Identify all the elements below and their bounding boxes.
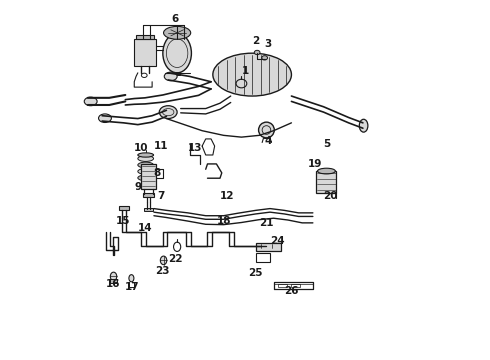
Bar — [142, 164, 156, 189]
Ellipse shape — [318, 168, 335, 174]
Bar — [174, 72, 180, 75]
Ellipse shape — [262, 56, 268, 60]
Bar — [256, 253, 270, 262]
Ellipse shape — [164, 72, 177, 81]
Bar — [143, 193, 154, 197]
Bar — [119, 206, 129, 210]
Text: 16: 16 — [105, 279, 120, 289]
Text: 9: 9 — [134, 182, 142, 192]
Ellipse shape — [159, 106, 177, 118]
Text: 11: 11 — [154, 141, 168, 151]
Text: 17: 17 — [125, 282, 140, 292]
Text: 7: 7 — [157, 191, 165, 201]
Text: 24: 24 — [270, 236, 285, 246]
Text: 19: 19 — [307, 159, 322, 169]
Bar — [317, 171, 336, 193]
Ellipse shape — [138, 156, 153, 161]
Bar — [136, 35, 154, 39]
Ellipse shape — [359, 119, 368, 132]
Text: 3: 3 — [265, 39, 272, 49]
Ellipse shape — [129, 275, 134, 282]
Text: 18: 18 — [216, 216, 231, 226]
Text: 14: 14 — [138, 223, 152, 233]
Ellipse shape — [138, 162, 153, 168]
Ellipse shape — [254, 50, 260, 55]
Text: 4: 4 — [265, 136, 272, 146]
Ellipse shape — [164, 26, 191, 39]
Text: 1: 1 — [242, 66, 248, 76]
Ellipse shape — [142, 73, 147, 77]
Ellipse shape — [138, 168, 153, 174]
Ellipse shape — [163, 33, 192, 73]
Text: 25: 25 — [248, 268, 263, 278]
Text: 5: 5 — [323, 139, 331, 149]
Bar — [144, 207, 153, 211]
Bar — [110, 279, 117, 283]
Text: 6: 6 — [172, 14, 179, 24]
Ellipse shape — [98, 114, 111, 122]
Bar — [256, 243, 281, 251]
Text: 15: 15 — [116, 216, 131, 226]
Ellipse shape — [138, 153, 153, 157]
Bar — [134, 39, 156, 66]
Text: 26: 26 — [284, 286, 299, 296]
Ellipse shape — [213, 53, 292, 96]
Text: 20: 20 — [323, 191, 338, 201]
Ellipse shape — [138, 175, 153, 181]
Bar — [291, 284, 300, 287]
Text: 8: 8 — [154, 168, 161, 178]
Ellipse shape — [160, 256, 167, 265]
Ellipse shape — [259, 122, 274, 138]
Text: 23: 23 — [156, 266, 170, 276]
Ellipse shape — [84, 97, 97, 106]
Text: 2: 2 — [252, 36, 259, 46]
Text: 10: 10 — [134, 143, 148, 153]
Text: 13: 13 — [188, 143, 202, 153]
Text: 22: 22 — [168, 253, 183, 264]
Bar — [278, 284, 287, 287]
Text: 12: 12 — [220, 191, 234, 201]
Ellipse shape — [110, 272, 117, 281]
Text: 21: 21 — [259, 218, 274, 228]
